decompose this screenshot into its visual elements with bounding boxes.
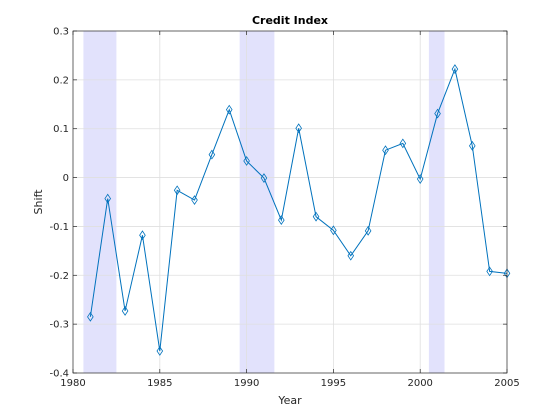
y-tick-label: -0.2: [49, 271, 69, 282]
data-point-1993: [295, 123, 302, 134]
data-point-1986: [173, 185, 181, 196]
shaded-region-2: [428, 31, 445, 373]
data-point-1987: [191, 195, 198, 205]
data-point-1982: [104, 193, 112, 204]
data-point-2000: [416, 174, 424, 184]
data-point-1996: [347, 250, 355, 261]
y-tick-label: -0.4: [49, 369, 69, 380]
data-point-2002: [451, 64, 459, 75]
data-point-1989: [225, 104, 233, 115]
y-tick-label: 0.2: [53, 75, 69, 86]
y-tick-label: 0.1: [53, 124, 69, 135]
data-point-2003: [468, 140, 476, 151]
y-tick-label: -0.1: [49, 222, 69, 233]
data-point-1997: [364, 225, 372, 236]
axes-box: [72, 30, 508, 374]
data-series: [87, 64, 511, 356]
y-tick-label: 0: [63, 173, 69, 184]
data-point-2004: [486, 266, 493, 277]
grid-lines: [73, 31, 507, 373]
data-point-1995: [330, 225, 337, 236]
y-tick-label: 0.3: [53, 27, 69, 38]
x-tick-label: 2000: [407, 378, 432, 389]
x-axis-label: Year: [277, 394, 302, 407]
x-tick-label: 1990: [234, 378, 259, 389]
data-point-1981: [87, 311, 94, 322]
data-point-1992: [278, 215, 285, 225]
data-point-1998: [382, 145, 389, 156]
data-point-1984: [139, 230, 146, 241]
shaded-region-0: [83, 31, 117, 373]
x-tick-label: 1985: [147, 378, 172, 389]
series-line: [89, 67, 508, 352]
y-axis-label: Shift: [32, 189, 45, 215]
x-tick-label: 1980: [60, 378, 85, 389]
data-point-2001: [434, 108, 441, 119]
data-point-1988: [208, 149, 216, 160]
y-tick-label: -0.3: [49, 320, 69, 331]
shaded-region-1: [239, 31, 275, 373]
data-point-1990: [243, 156, 250, 166]
shaded-regions: [73, 31, 507, 373]
data-point-1999: [399, 138, 407, 149]
data-point-1983: [121, 306, 129, 316]
axes: [72, 30, 508, 374]
data-point-1985: [156, 346, 164, 356]
data-point-1991: [260, 173, 268, 183]
tick-labels: 1980 1985 1990 1995 2000 2005 -0.4 -0.3 -0.2 -0.1…: [49, 27, 519, 390]
chart-title: Credit Index: [252, 14, 328, 27]
data-point-1994: [312, 211, 320, 222]
x-tick-label: 1995: [321, 378, 346, 389]
x-tick-label: 2005: [494, 378, 519, 389]
